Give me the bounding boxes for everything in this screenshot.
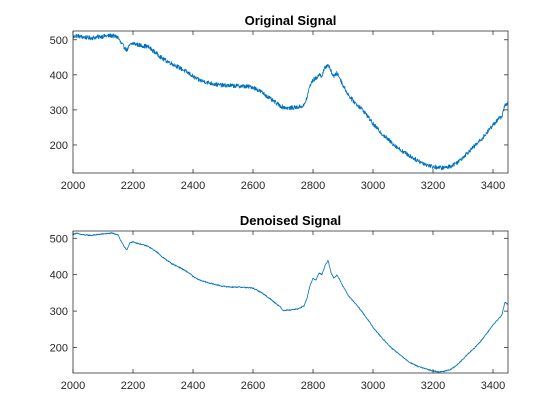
x-tick-label: 2000: [61, 380, 85, 392]
y-tick-label: 400: [50, 270, 68, 282]
x-tick-label: 2000: [61, 180, 85, 192]
y-tick-label: 300: [50, 306, 68, 318]
axes-frame-original: [72, 30, 509, 174]
x-tick-label: 2400: [181, 180, 205, 192]
axes-denoised: 2000 2200 2400 2600 2800 3000 3200 3400 200 300 40…: [50, 213, 509, 392]
y-tick-label: 400: [50, 70, 68, 82]
chart-title-original: Original Signal: [245, 13, 337, 28]
x-tick-label: 3200: [421, 380, 445, 392]
series-line-denoised: [73, 232, 508, 373]
x-tick-label: 3400: [481, 180, 505, 192]
x-tick-label: 2600: [241, 180, 265, 192]
x-tick-label: 2400: [181, 380, 205, 392]
x-tick-label: 3400: [481, 380, 505, 392]
x-tick-label: 2800: [301, 380, 325, 392]
y-tick-label: 200: [50, 140, 68, 152]
x-tick-label: 2800: [301, 180, 325, 192]
axes-frame-denoised: [72, 230, 509, 374]
x-tick-label: 2200: [121, 180, 145, 192]
chart-title-denoised: Denoised Signal: [240, 213, 341, 228]
y-tick-label: 500: [50, 233, 68, 245]
x-tick-label: 3200: [421, 180, 445, 192]
x-tick-label: 3000: [361, 180, 385, 192]
series-line-original: [73, 33, 508, 171]
y-tick-label: 500: [50, 35, 68, 47]
axes-original: 2000 2200 2400 2600 2800 3000 3200 3400 200 300 40…: [50, 13, 509, 192]
x-tick-label: 3000: [361, 380, 385, 392]
y-tick-label: 200: [50, 343, 68, 355]
y-tick-label: 300: [50, 105, 68, 117]
x-tick-label: 2200: [121, 380, 145, 392]
x-tick-label: 2600: [241, 380, 265, 392]
